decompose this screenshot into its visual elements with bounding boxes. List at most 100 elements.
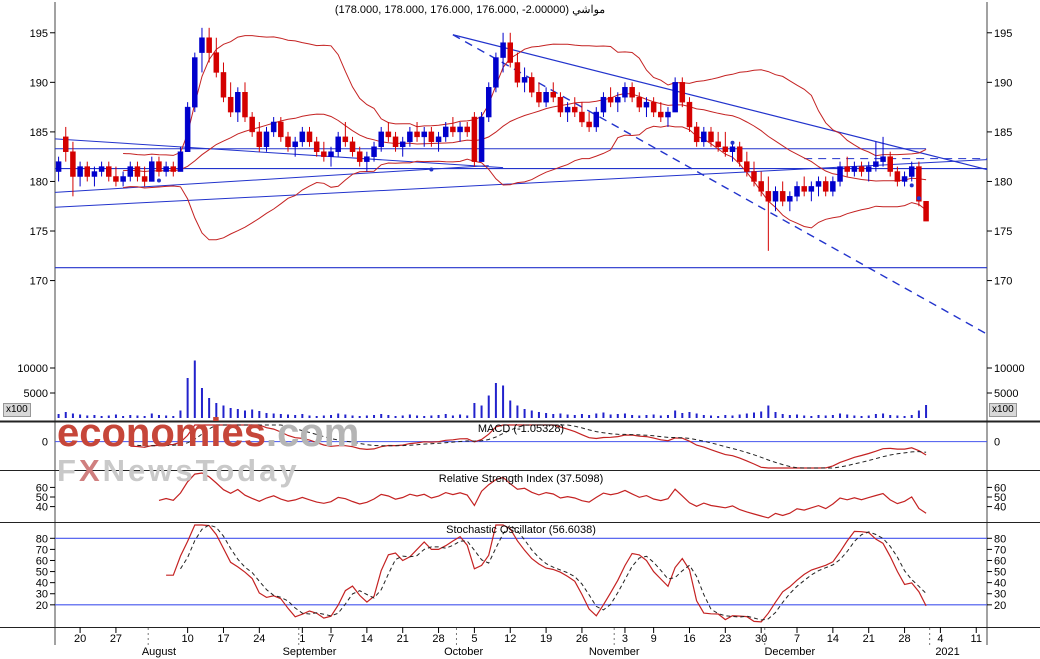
volume-bar bbox=[874, 414, 877, 418]
volume-bar bbox=[602, 412, 605, 418]
candle-body bbox=[600, 96, 607, 113]
volume-bar bbox=[788, 415, 791, 418]
watermark-brand: economies.com bbox=[57, 412, 359, 454]
trendline-dashed bbox=[452, 34, 988, 335]
volume-bar bbox=[817, 415, 820, 418]
volume-bar bbox=[301, 414, 304, 418]
volume-bar bbox=[853, 415, 856, 418]
volume-bar bbox=[616, 414, 619, 418]
candle-body bbox=[177, 151, 184, 172]
volume-bar bbox=[351, 415, 354, 418]
volume-bar bbox=[896, 415, 899, 418]
candle-body bbox=[794, 186, 800, 197]
candle-body bbox=[772, 191, 779, 202]
candle-body bbox=[457, 126, 463, 133]
volume-bar bbox=[552, 414, 555, 418]
volume-bar bbox=[724, 415, 727, 418]
volume-bar bbox=[623, 413, 626, 418]
volume-axis-label-left: 10000 bbox=[17, 363, 48, 375]
candle-body bbox=[615, 96, 621, 103]
candle-body bbox=[378, 131, 384, 148]
volume-bar bbox=[530, 410, 533, 418]
candle-body bbox=[550, 92, 557, 98]
candle-body bbox=[199, 37, 205, 53]
candle-body bbox=[106, 166, 112, 177]
volume-bar bbox=[537, 412, 540, 418]
macd-pane-title: MACD (-1.05328) bbox=[477, 423, 565, 435]
watermark-sub-rest: NewsToday bbox=[102, 453, 300, 488]
volume-bar bbox=[910, 415, 913, 418]
date-tick-label: 12 bbox=[504, 633, 516, 645]
volume-bar bbox=[760, 411, 763, 418]
volume-bar bbox=[487, 395, 490, 418]
month-label: August bbox=[142, 646, 176, 658]
volume-bar bbox=[867, 415, 870, 418]
volume-axis-label-right: 5000 bbox=[994, 388, 1018, 400]
volume-bar bbox=[71, 413, 74, 418]
volume-bar bbox=[731, 415, 734, 418]
volume-bar bbox=[473, 403, 476, 418]
rsi-axis-label-right: 50 bbox=[994, 492, 1006, 504]
price-axis-label-left: 170 bbox=[30, 276, 48, 288]
volume-bar bbox=[337, 413, 340, 418]
candle-body bbox=[321, 151, 327, 157]
candle-body bbox=[844, 166, 850, 172]
volume-bar bbox=[315, 416, 318, 418]
volume-bar bbox=[193, 360, 196, 418]
stoch-axis-label-left: 30 bbox=[36, 589, 48, 601]
candle-body bbox=[349, 141, 356, 152]
date-tick-label: 7 bbox=[328, 633, 334, 645]
candle-body bbox=[787, 196, 793, 202]
month-label: September bbox=[283, 646, 337, 658]
volume-bar bbox=[559, 413, 562, 418]
candle-body bbox=[693, 126, 700, 143]
candle-body bbox=[758, 181, 764, 192]
date-tick-label: 21 bbox=[863, 633, 875, 645]
watermark-brand-suffix: .com bbox=[265, 411, 360, 455]
volume-bar bbox=[86, 415, 89, 418]
candle-body bbox=[658, 111, 664, 118]
volume-bar bbox=[494, 383, 497, 418]
candle-body bbox=[98, 166, 105, 172]
volume-bar bbox=[107, 415, 110, 418]
candle-body bbox=[901, 176, 908, 182]
macd-axis-label-right: 0 bbox=[994, 437, 1000, 449]
candle-body bbox=[851, 166, 858, 172]
volume-bar bbox=[200, 388, 203, 418]
volume-axis-label-right: 10000 bbox=[994, 363, 1025, 375]
candle-body bbox=[708, 131, 714, 143]
volume-bar bbox=[437, 415, 440, 418]
volume-multiplier-right: x100 bbox=[989, 403, 1017, 417]
date-tick-label: 28 bbox=[898, 633, 910, 645]
candle-body bbox=[364, 156, 370, 162]
candle-body bbox=[543, 92, 549, 103]
month-label: December bbox=[764, 646, 815, 658]
candle-body bbox=[729, 146, 736, 152]
candle-body bbox=[421, 131, 427, 138]
date-tick-label: 20 bbox=[74, 633, 86, 645]
volume-bar bbox=[330, 415, 333, 418]
candle-body bbox=[414, 131, 420, 138]
stoch-axis-label-left: 60 bbox=[36, 555, 48, 567]
price-pane-title: (178.000, 178.000, 176.000, 176.000, -2.… bbox=[334, 4, 606, 16]
candle-body bbox=[392, 136, 399, 148]
candle-body bbox=[163, 166, 169, 172]
candle-body bbox=[830, 181, 836, 192]
candle-body bbox=[141, 176, 148, 182]
stoch-axis-label-right: 40 bbox=[994, 578, 1006, 590]
candle-body bbox=[249, 116, 255, 133]
candle-body bbox=[428, 131, 435, 143]
volume-bar bbox=[889, 415, 892, 418]
candle-body bbox=[220, 72, 227, 98]
candle-body bbox=[672, 82, 678, 113]
volume-bar bbox=[545, 413, 548, 418]
rsi-axis-label-right: 60 bbox=[994, 482, 1006, 494]
date-tick-label: 30 bbox=[755, 633, 767, 645]
stoch-pane-title: Stochastic Oscillator (56.6038) bbox=[446, 524, 596, 536]
volume-bar bbox=[925, 405, 928, 418]
candle-body bbox=[313, 141, 320, 152]
stoch-axis-label-right: 80 bbox=[994, 533, 1006, 545]
candle-body bbox=[873, 161, 879, 167]
candle-body bbox=[127, 166, 134, 177]
